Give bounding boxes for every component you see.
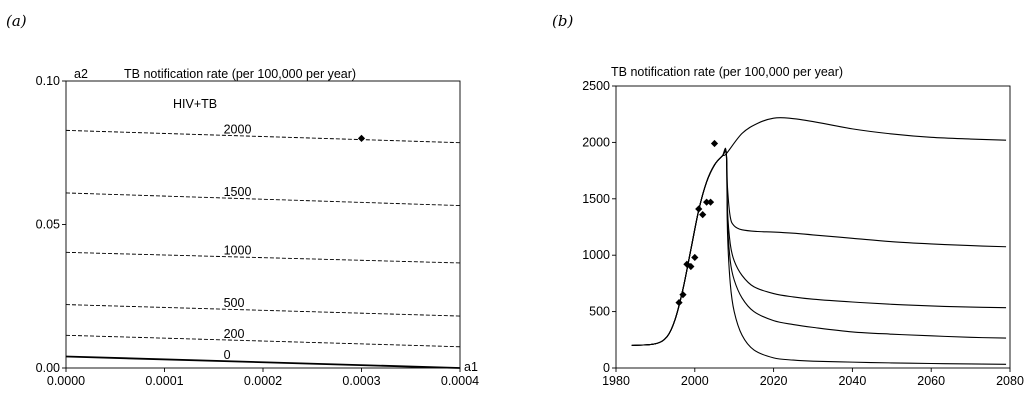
panel-b-frame: [615, 85, 1011, 369]
panel-a-contour-1000: [65, 251, 461, 264]
panel-a-frame: [65, 80, 461, 369]
panel-b-x-tick-label: 1980: [602, 374, 630, 388]
panel-a-annotation: HIV+TB: [173, 97, 217, 111]
panel-a-x-tick-label: 0.0003: [342, 374, 380, 388]
panel-a-label: (a): [6, 12, 27, 30]
panel-a-contour-1500: [65, 192, 461, 207]
panel-a-contour-label: 200: [224, 327, 245, 341]
panel-b-data-point: [710, 139, 719, 148]
panel-b-y-tick-label: 1500: [582, 192, 610, 206]
panel-b-data-point: [691, 253, 699, 262]
panel-b-series-line-3: [631, 149, 1007, 346]
panel-a-y-tick-label: 0.05: [36, 218, 60, 232]
panel-b-data-point: [679, 291, 687, 299]
panel-a-y-axis-label: a2: [74, 67, 88, 81]
panel-a-x-tick-label: 0.0000: [47, 374, 85, 388]
panel-b-label: (b): [552, 12, 574, 30]
panel-b-data-point: [706, 198, 715, 206]
panel-b-y-tick-label: 2000: [582, 135, 610, 149]
panel-b-data-point: [699, 210, 707, 219]
panel-a-y-tick-label: 0.00: [36, 361, 60, 375]
panel-b-x-tick-label: 2080: [996, 374, 1024, 388]
panel-b-data-point: [687, 262, 695, 271]
panel-b-y-tick-label: 1000: [582, 248, 610, 262]
panel-a-title: TB notification rate (per 100,000 per ye…: [124, 67, 356, 81]
panel-b-data-point: [675, 298, 683, 307]
panel-b-data-point: [703, 198, 711, 206]
panel-a-x-tick-label: 0.0004: [441, 374, 479, 388]
panel-a-contour-label: 0: [224, 348, 231, 362]
panel-a-data-point: [357, 134, 366, 142]
panel-b-x-tick-label: 2020: [760, 374, 788, 388]
panel-b-y-tick-label: 0: [603, 361, 610, 375]
panel-a-contour-200: [65, 334, 461, 348]
panel-b-x-tick-label: 2040: [838, 374, 866, 388]
panel-a-contour-label: 1000: [224, 244, 252, 258]
panel-b-series-line-2: [631, 150, 1007, 346]
panel-b-y-tick-label: 2500: [582, 79, 610, 93]
panel-a-contour-0: [65, 355, 461, 369]
panel-b-line-plot: TB notification rate (per 100,000 per ye…: [582, 65, 1024, 388]
panel-a-y-tick-label: 0.10: [36, 74, 60, 88]
panel-b-title: TB notification rate (per 100,000 per ye…: [611, 65, 843, 79]
panel-a-contour-2000: [65, 129, 461, 144]
panel-a-contour-500: [65, 304, 461, 317]
panel-a-x-axis-label: a1: [464, 360, 478, 374]
panel-b-y-tick-label: 500: [589, 305, 610, 319]
panel-a-x-tick-label: 0.0001: [145, 374, 183, 388]
panel-a-contour-label: 2000: [224, 122, 252, 136]
panel-a-contour-plot: a2 TB notification rate (per 100,000 per…: [36, 67, 480, 388]
panel-b-data-point: [683, 260, 691, 268]
panel-b-data-point: [695, 205, 703, 213]
panel-a-x-tick-label: 0.0002: [244, 374, 282, 388]
panel-b-x-tick-label: 2000: [681, 374, 709, 388]
panel-a-contour-label: 1500: [224, 185, 252, 199]
panel-b-x-tick-label: 2060: [917, 374, 945, 388]
panel-a-contour-label: 500: [224, 296, 245, 310]
panel-b-series-line-1: [631, 117, 1007, 346]
panel-b-series-line-5: [631, 147, 1007, 365]
panel-b-series-line-4: [631, 148, 1007, 346]
